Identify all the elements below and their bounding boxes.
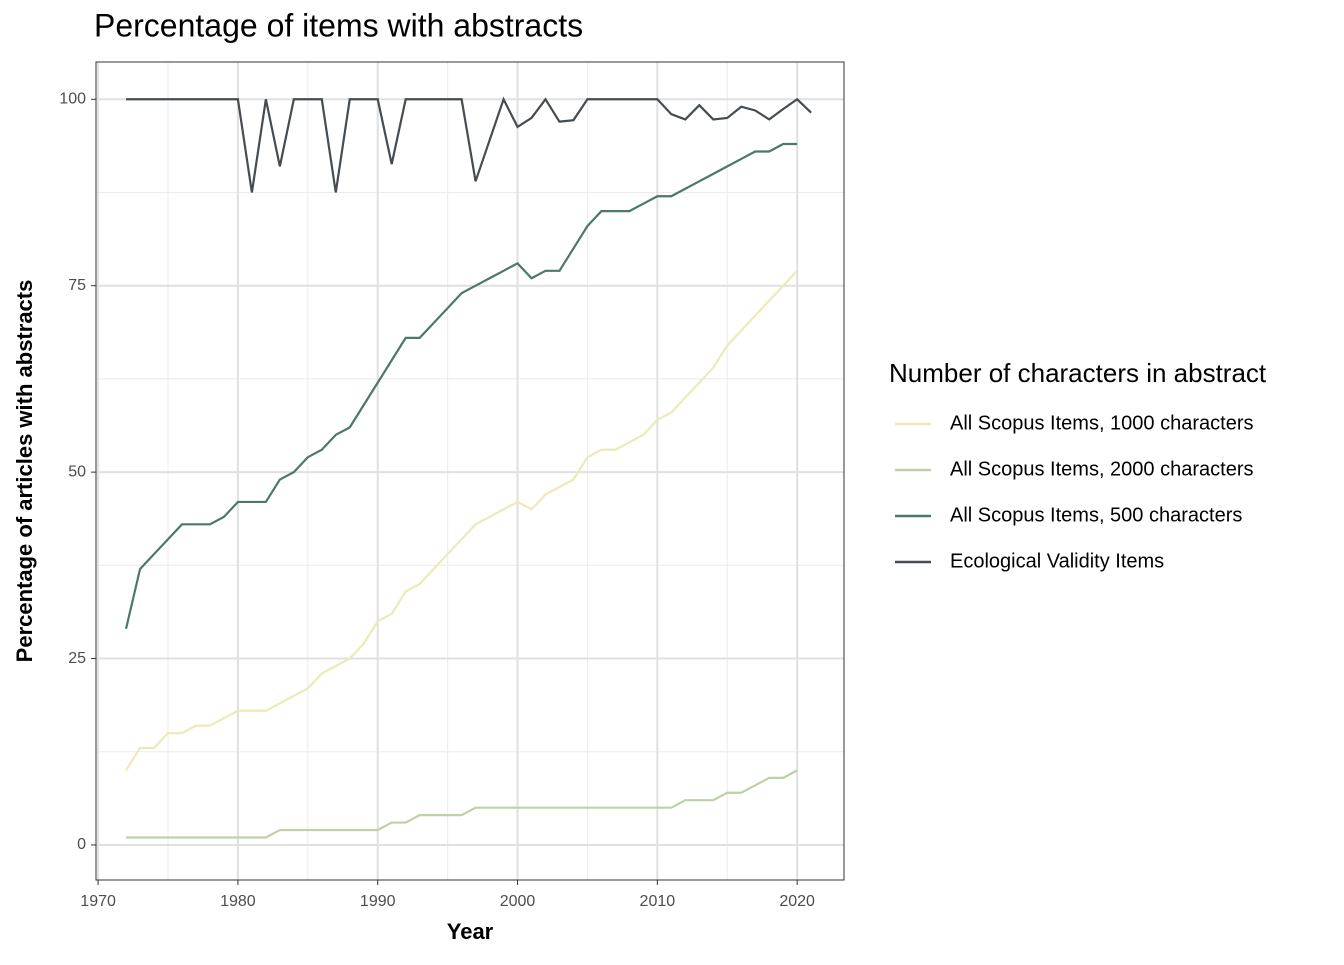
x-tick-label: 2000	[500, 893, 536, 910]
plot-border	[95, 61, 845, 881]
x-tick-label: 1980	[220, 893, 256, 910]
series-line	[125, 270, 798, 771]
y-tick-label: 50	[68, 463, 86, 480]
chart-title: Percentage of items with abstracts	[94, 7, 583, 43]
y-tick-label: 0	[77, 836, 86, 853]
legend-label: All Scopus Items, 1000 characters	[950, 412, 1253, 434]
y-tick-label: 75	[68, 277, 86, 294]
legend-label: Ecological Validity Items	[950, 550, 1164, 572]
x-tick-label: 2010	[640, 893, 676, 910]
x-tick-label: 2020	[779, 893, 815, 910]
series-line	[126, 769, 798, 839]
x-tick-label: 1970	[80, 893, 116, 910]
y-axis-label: Percentage of articles with abstracts	[12, 280, 37, 663]
legend-label: All Scopus Items, 2000 characters	[950, 458, 1253, 480]
y-tick-label: 100	[59, 91, 86, 108]
legend-label: All Scopus Items, 500 characters	[950, 504, 1242, 526]
x-axis-label: Year	[447, 919, 494, 944]
x-tick-label: 1990	[360, 893, 396, 910]
y-tick-label: 25	[68, 650, 86, 667]
legend-title: Number of characters in abstract	[889, 358, 1267, 388]
series-line	[124, 142, 798, 629]
series-line	[126, 96, 812, 193]
